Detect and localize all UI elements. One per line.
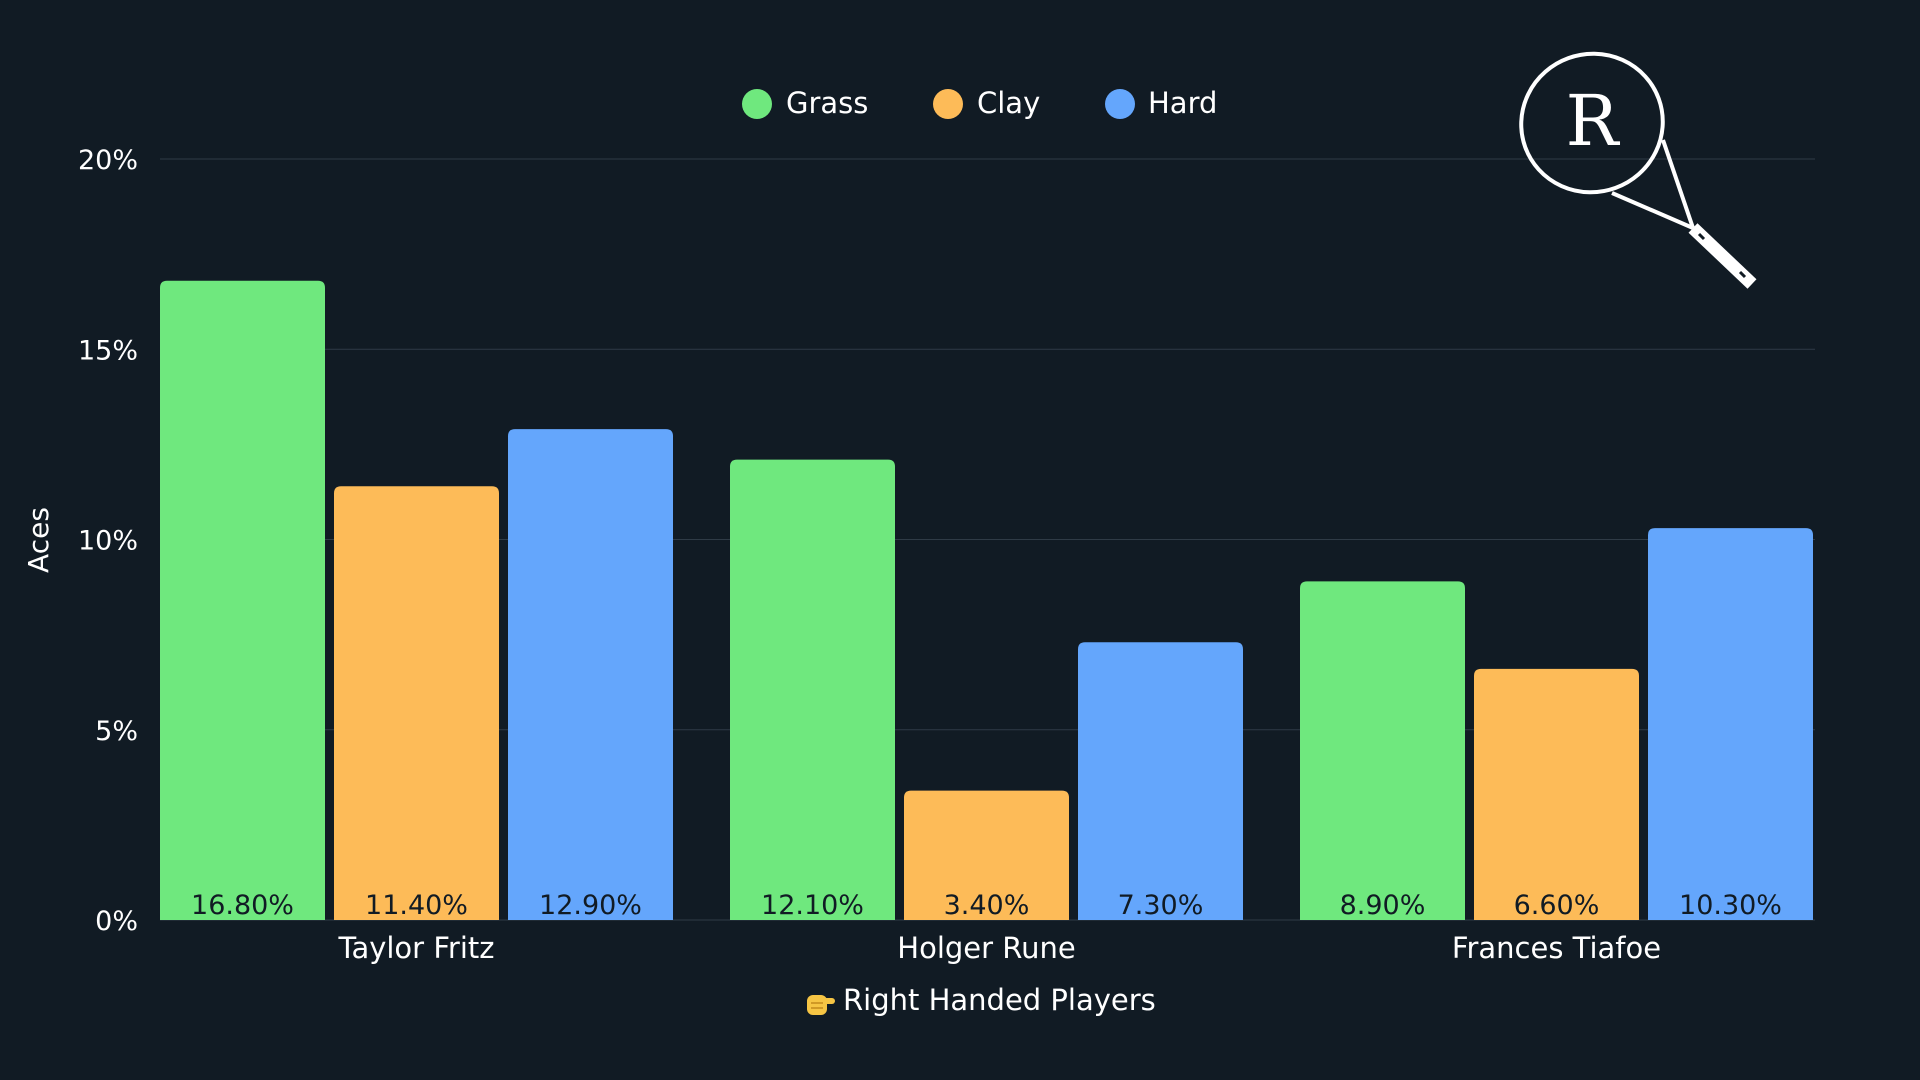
data-label: 11.40% xyxy=(365,890,468,921)
bar xyxy=(1078,642,1243,920)
x-category-label: Taylor Fritz xyxy=(338,931,495,965)
bar xyxy=(1648,528,1813,920)
x-axis-title: Right Handed Players xyxy=(807,983,1156,1017)
bar xyxy=(334,486,499,920)
y-axis-title: Aces xyxy=(22,507,55,573)
data-labels: 16.80% 11.40% 12.90% 12.10% 3.40% 7.30% 8.90% 6… xyxy=(191,890,1782,921)
bar xyxy=(160,280,325,920)
x-category-label: Frances Tiafoe xyxy=(1452,931,1661,965)
bar xyxy=(508,429,673,920)
data-label: 12.10% xyxy=(761,890,864,921)
data-label: 3.40% xyxy=(944,890,1030,921)
y-tick-label: 20% xyxy=(78,145,138,176)
legend-marker xyxy=(1105,89,1135,119)
y-tick-label: 10% xyxy=(78,526,138,557)
logo-letter: R xyxy=(1566,80,1621,162)
y-tick-label: 15% xyxy=(78,335,138,366)
bar xyxy=(1474,668,1639,920)
bar xyxy=(904,790,1069,920)
data-label: 6.60% xyxy=(1514,890,1600,921)
x-axis-categories: Taylor Fritz Holger Rune Frances Tiafoe xyxy=(338,931,1662,965)
x-category-label: Holger Rune xyxy=(897,931,1075,965)
legend-marker xyxy=(742,89,772,119)
y-axis-ticks: 0% 5% 10% 15% 20% xyxy=(78,145,138,937)
data-label: 8.90% xyxy=(1340,890,1426,921)
y-tick-label: 5% xyxy=(95,716,138,747)
bar xyxy=(730,459,895,920)
bar xyxy=(1300,581,1465,920)
data-label: 10.30% xyxy=(1679,890,1782,921)
x-axis-title-text: Right Handed Players xyxy=(843,983,1156,1017)
legend-label: Hard xyxy=(1148,86,1217,120)
bars xyxy=(160,280,1813,920)
legend-label: Grass xyxy=(786,86,868,120)
legend-label: Clay xyxy=(977,86,1040,120)
legend: Grass Clay Hard xyxy=(742,86,1217,120)
y-tick-label: 0% xyxy=(95,906,138,937)
racket-logo: R xyxy=(1519,51,1757,289)
data-label: 12.90% xyxy=(539,890,642,921)
data-label: 7.30% xyxy=(1118,890,1204,921)
pointing-hand-icon xyxy=(807,995,835,1015)
data-label: 16.80% xyxy=(191,890,294,921)
legend-marker xyxy=(933,89,963,119)
racket-head-icon xyxy=(1519,51,1665,195)
